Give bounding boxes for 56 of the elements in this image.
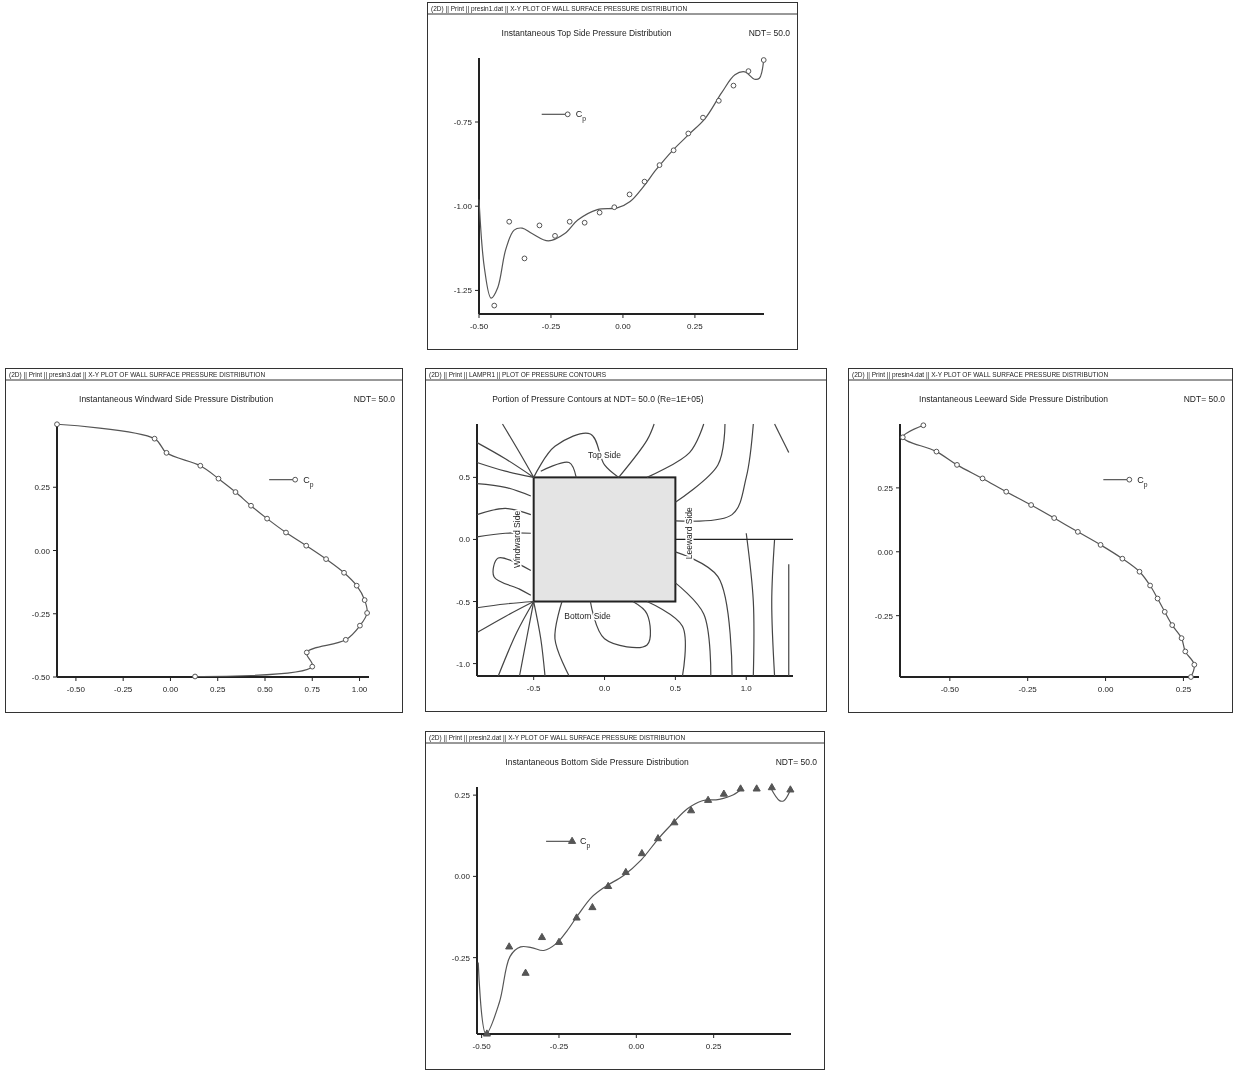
y-tick-label: -1.00	[453, 202, 473, 212]
x-tick-label: 0.00	[615, 322, 632, 331]
x-tick-label: 0.00	[162, 685, 179, 694]
y-tick-label: -1.0	[456, 659, 471, 669]
x-tick-label: -0.25	[114, 685, 133, 694]
y-tick-label: -0.25	[451, 953, 471, 963]
x-tick-label: -0.50	[66, 685, 86, 694]
y-tick-label: 0.25	[34, 483, 51, 493]
text: NDT= 50.0	[775, 757, 818, 767]
y-tick-label: 0.5	[458, 473, 471, 483]
x-tick-label: 0.00	[628, 1042, 645, 1051]
x-tick-label: 0.25	[209, 685, 227, 694]
x-tick-label: -0.25	[549, 1042, 569, 1051]
x-tick-label: 1.00	[351, 685, 368, 694]
y-tick-label: 0.00	[877, 547, 894, 557]
x-tick-label: -0.25	[1018, 685, 1038, 694]
text: NDT= 50.0	[748, 28, 791, 38]
y-tick-label: -0.75	[453, 118, 473, 127]
x-tick-label: 0.50	[257, 685, 274, 694]
chart-title: Instantaneous Leeward Side Pressure Distribution	[919, 394, 1109, 404]
text: NDT= 50.0	[353, 394, 396, 404]
x-tick-label: 0.00	[1097, 685, 1114, 694]
annotation: Windward Side	[511, 510, 522, 569]
x-tick-label: 0.0	[598, 684, 611, 693]
x-tick-label: 0.25	[1175, 685, 1192, 694]
y-tick-label: -0.5	[456, 597, 471, 607]
y-tick-label: 0.00	[34, 546, 51, 556]
legend-label: C$_{p}$	[580, 836, 591, 850]
annotation: Bottom Side	[564, 610, 611, 621]
x-tick-label: 0.75	[304, 685, 321, 694]
y-tick-label: -1.25	[453, 286, 473, 296]
x-tick-label: -0.50	[940, 685, 960, 694]
legend-label: C$_{p}$	[303, 474, 314, 489]
y-tick-label: 0.0	[458, 535, 471, 545]
x-tick-label: -0.25	[541, 322, 561, 331]
x-tick-label: -0.50	[472, 1042, 492, 1051]
legend-label: C$_{p}$	[575, 109, 587, 123]
legend-label: C$_{p}$	[1137, 474, 1148, 489]
annotation: Leeward Side	[684, 506, 695, 560]
text: NDT= 50.0	[1183, 394, 1226, 404]
chart-title: Portion of Pressure Contours at NDT= 50.0 (Re=1E+05)	[492, 394, 704, 404]
x-tick-label: 0.5	[669, 684, 682, 693]
x-tick-label: -0.50	[469, 322, 489, 331]
x-tick-label: -0.5	[526, 684, 542, 693]
y-tick-label: -0.25	[31, 609, 51, 619]
y-tick-label: 0.00	[454, 872, 471, 882]
y-tick-label: 0.25	[877, 483, 894, 493]
chart-title: Instantaneous Top Side Pressure Distribution	[501, 28, 672, 38]
y-tick-label: -0.25	[874, 611, 894, 621]
chart-title: Instantaneous Windward Side Pressure Distribution	[79, 394, 274, 404]
chart-title: Instantaneous Bottom Side Pressure Distribution	[505, 757, 689, 767]
x-tick-label: 0.25	[705, 1042, 722, 1051]
y-tick-label: -0.50	[31, 673, 51, 682]
x-tick-label: 0.25	[687, 322, 704, 331]
x-tick-label: 1.0	[740, 684, 753, 693]
y-tick-label: 0.25	[454, 791, 471, 801]
